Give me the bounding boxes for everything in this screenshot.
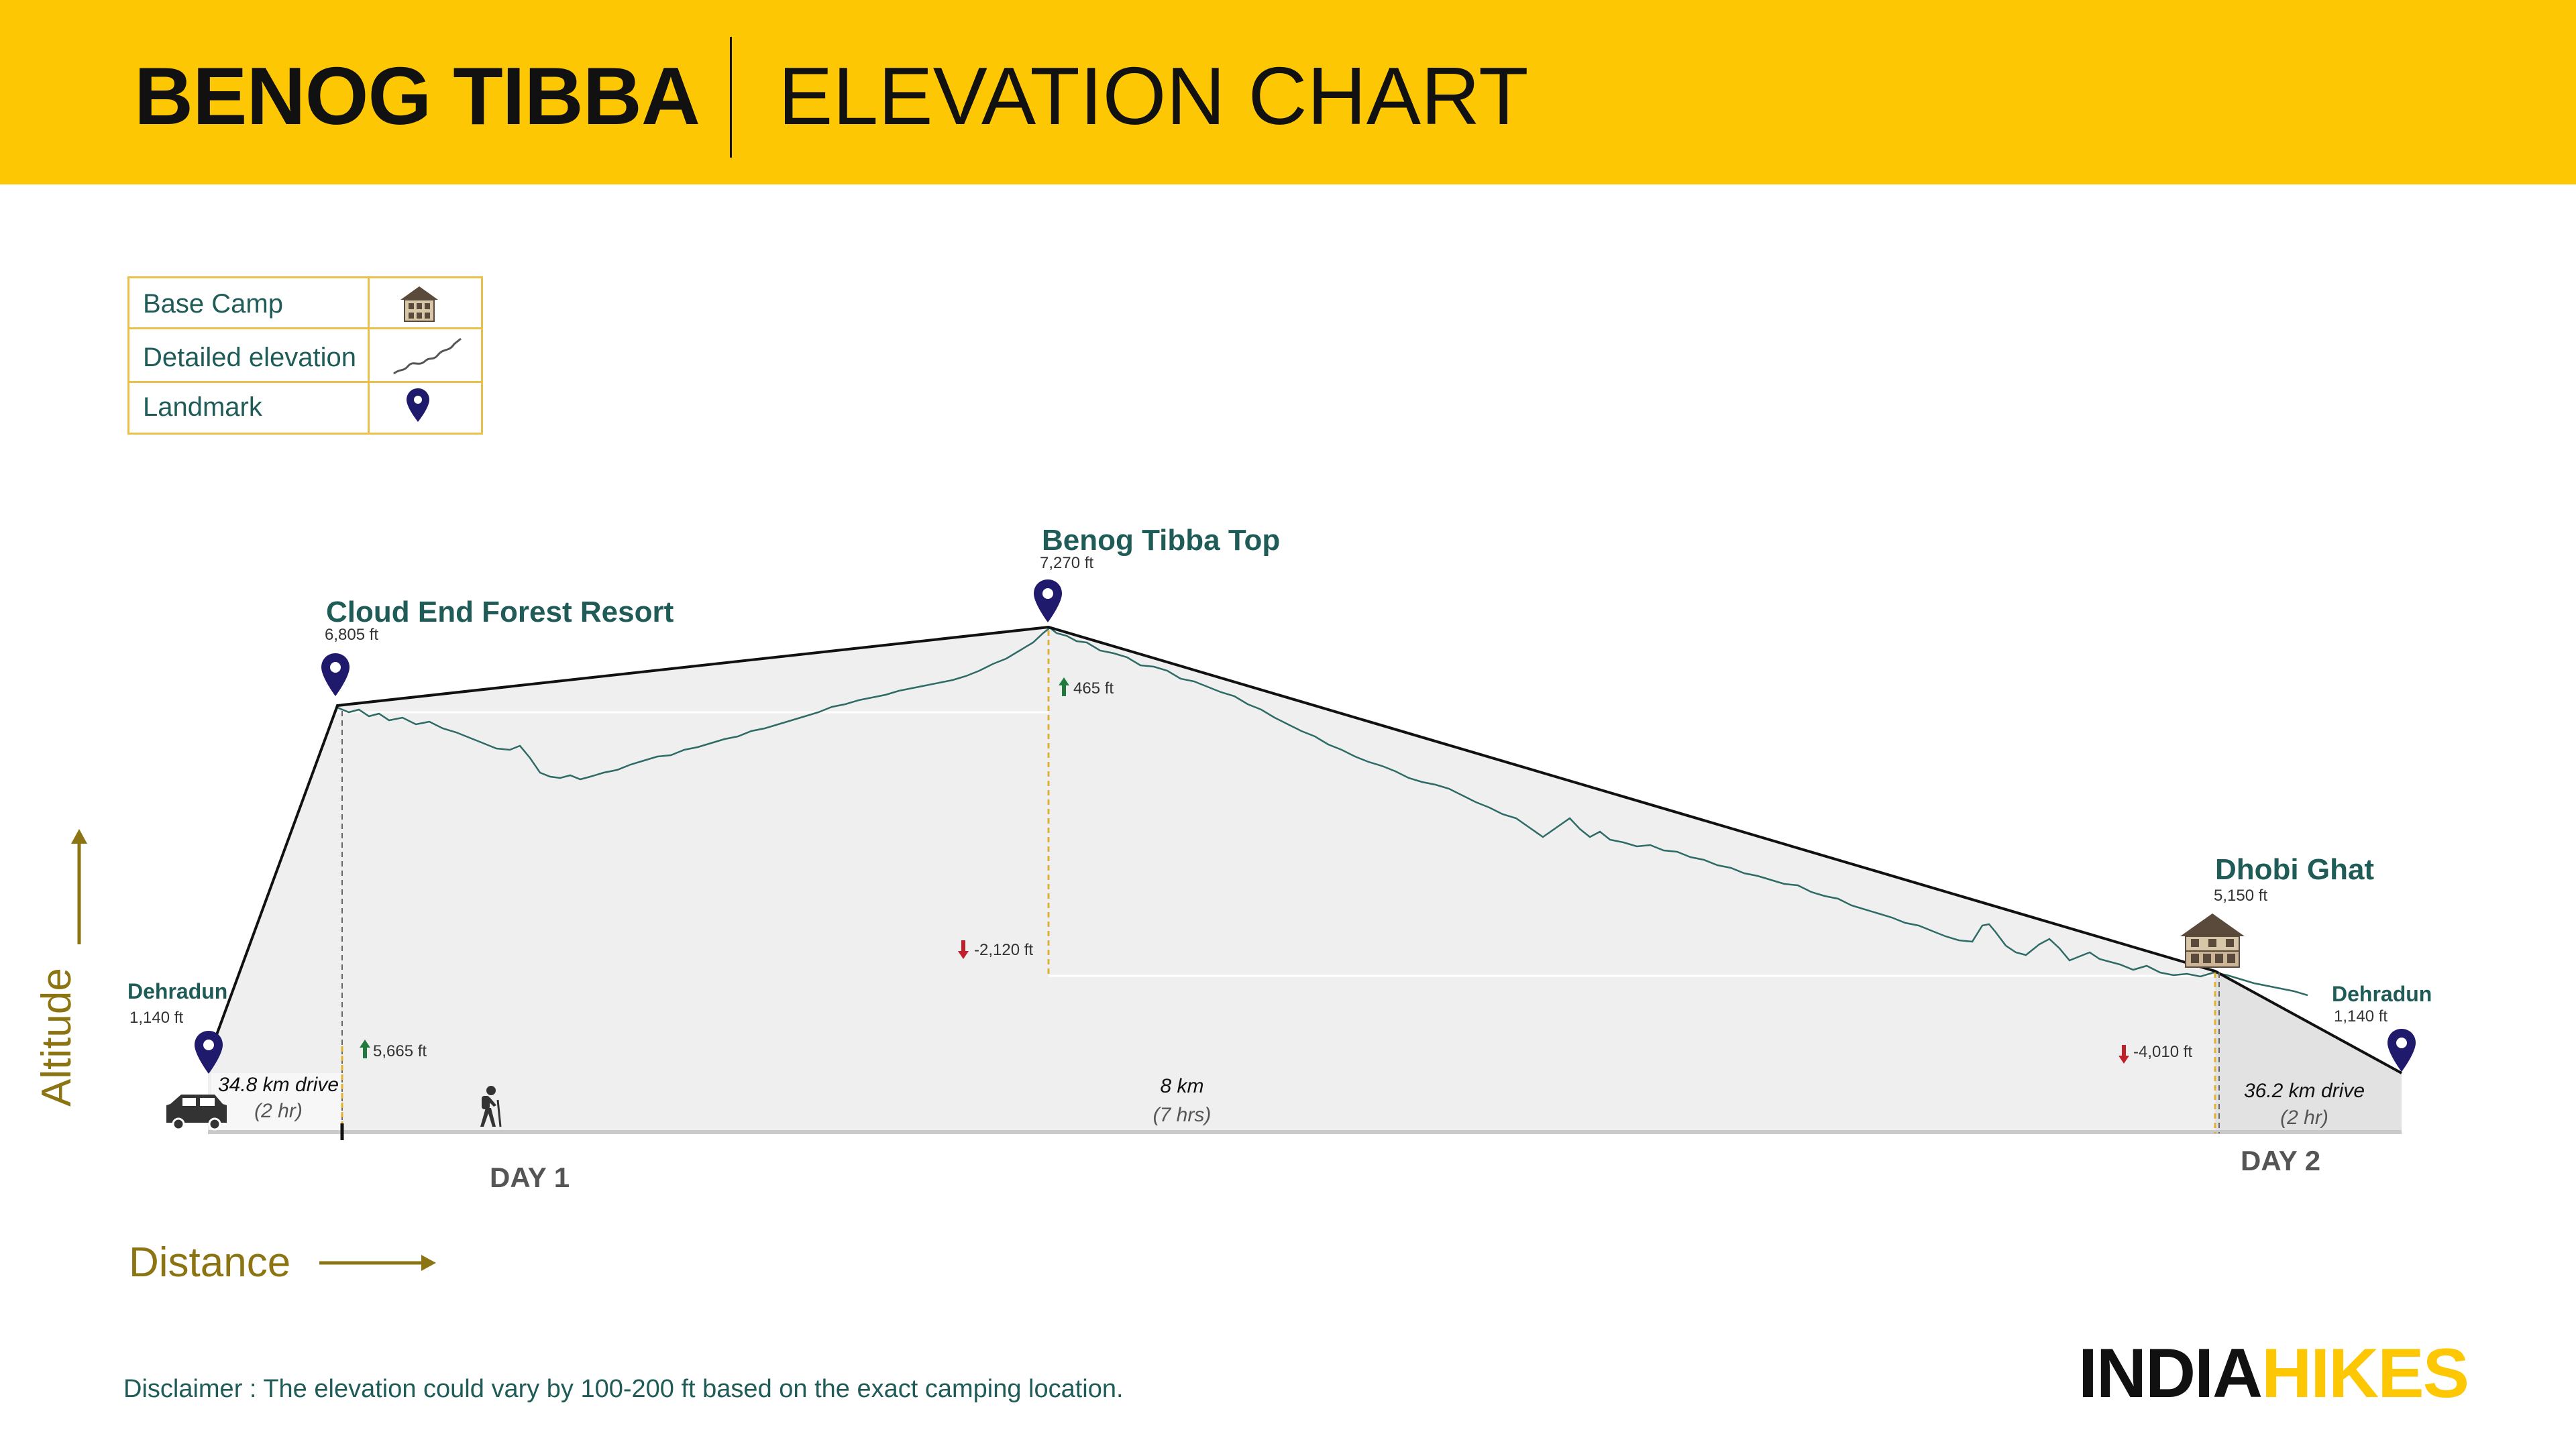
landmark-name: Dehradun xyxy=(2332,982,2432,1006)
segment-distance: 36.2 km drive xyxy=(2243,1080,2365,1102)
elevation-change: -4,010 ft xyxy=(2133,1043,2193,1061)
landmark-pin-icon xyxy=(2387,1029,2416,1072)
descent-arrow-icon xyxy=(958,940,969,959)
legend-label: Landmark xyxy=(143,392,262,422)
detailed-elevation-icon xyxy=(393,337,462,375)
hiker-icon xyxy=(480,1086,502,1127)
landmark-pin-icon xyxy=(195,1031,223,1074)
landmark-elevation: 1,140 ft xyxy=(129,1009,184,1027)
landmark-elevation: 6,805 ft xyxy=(325,626,379,644)
landmark-elevation: 1,140 ft xyxy=(2334,1007,2388,1025)
base-camp-icon xyxy=(400,286,438,322)
title-divider xyxy=(730,37,732,158)
ascent-arrow-icon xyxy=(360,1040,370,1058)
drive-band xyxy=(211,1073,342,1133)
landmark-elevation: 5,150 ft xyxy=(2214,887,2268,905)
legend-label: Base Camp xyxy=(143,289,283,319)
landmark-name: Cloud End Forest Resort xyxy=(326,596,674,628)
ascent-arrow-icon xyxy=(1059,677,1069,696)
landmark-name: Benog Tibba Top xyxy=(1042,524,1281,557)
landmark-name: Dhobi Ghat xyxy=(2215,853,2375,886)
detailed-elevation-profile xyxy=(337,626,2308,997)
landmark-pin-icon xyxy=(1034,579,1062,622)
legend: Base Camp Detailed elevation Landmark xyxy=(127,276,483,435)
legend-item-detailed-elevation: Detailed elevation xyxy=(129,329,481,383)
page-title: BENOG TIBBA xyxy=(134,50,700,142)
segment-distance: 34.8 km drive xyxy=(217,1074,339,1096)
landmark-pin-icon xyxy=(407,388,429,422)
summary-profile-line xyxy=(207,625,2402,1074)
base-camp-icon xyxy=(2180,913,2245,968)
return-drive-area xyxy=(2215,971,2402,1133)
day-label: DAY 2 xyxy=(2241,1145,2321,1176)
legend-label: Detailed elevation xyxy=(143,343,356,372)
elevation-change: -2,120 ft xyxy=(974,941,1034,959)
segment-distance: 8 km xyxy=(1160,1075,1204,1097)
day-label: DAY 1 xyxy=(490,1162,570,1193)
distance-arrow-icon xyxy=(319,1255,436,1271)
brand-logo: INDIAHIKES xyxy=(2078,1339,2469,1408)
brand-logo-part2: HIKES xyxy=(2261,1335,2469,1412)
landmark-name: Dehradun xyxy=(127,979,228,1003)
header-banner: BENOG TIBBA ELEVATION CHART xyxy=(0,0,2576,184)
profile-area xyxy=(208,627,2402,1133)
elevation-change: 5,665 ft xyxy=(373,1042,427,1060)
disclaimer: Disclaimer : The elevation could vary by… xyxy=(123,1375,1124,1403)
segment-duration: (2 hr) xyxy=(254,1100,303,1122)
legend-item-base-camp: Base Camp xyxy=(129,278,481,329)
altitude-arrow-icon xyxy=(71,829,87,944)
landmark-elevation: 7,270 ft xyxy=(1040,554,1094,572)
legend-divider xyxy=(368,278,370,433)
car-icon xyxy=(166,1095,227,1131)
descent-arrow-icon xyxy=(2118,1045,2129,1064)
x-axis-label: Distance xyxy=(129,1239,291,1286)
y-axis-label: Altitude xyxy=(34,968,80,1107)
segment-duration: (7 hrs) xyxy=(1152,1104,1212,1126)
elevation-change: 465 ft xyxy=(1073,679,1114,698)
landmark-pin-icon xyxy=(321,653,350,696)
segment-duration: (2 hr) xyxy=(2280,1107,2328,1129)
brand-logo-part1: INDIA xyxy=(2078,1335,2263,1412)
page-subtitle: ELEVATION CHART xyxy=(778,50,1529,142)
legend-item-landmark: Landmark xyxy=(129,383,481,433)
